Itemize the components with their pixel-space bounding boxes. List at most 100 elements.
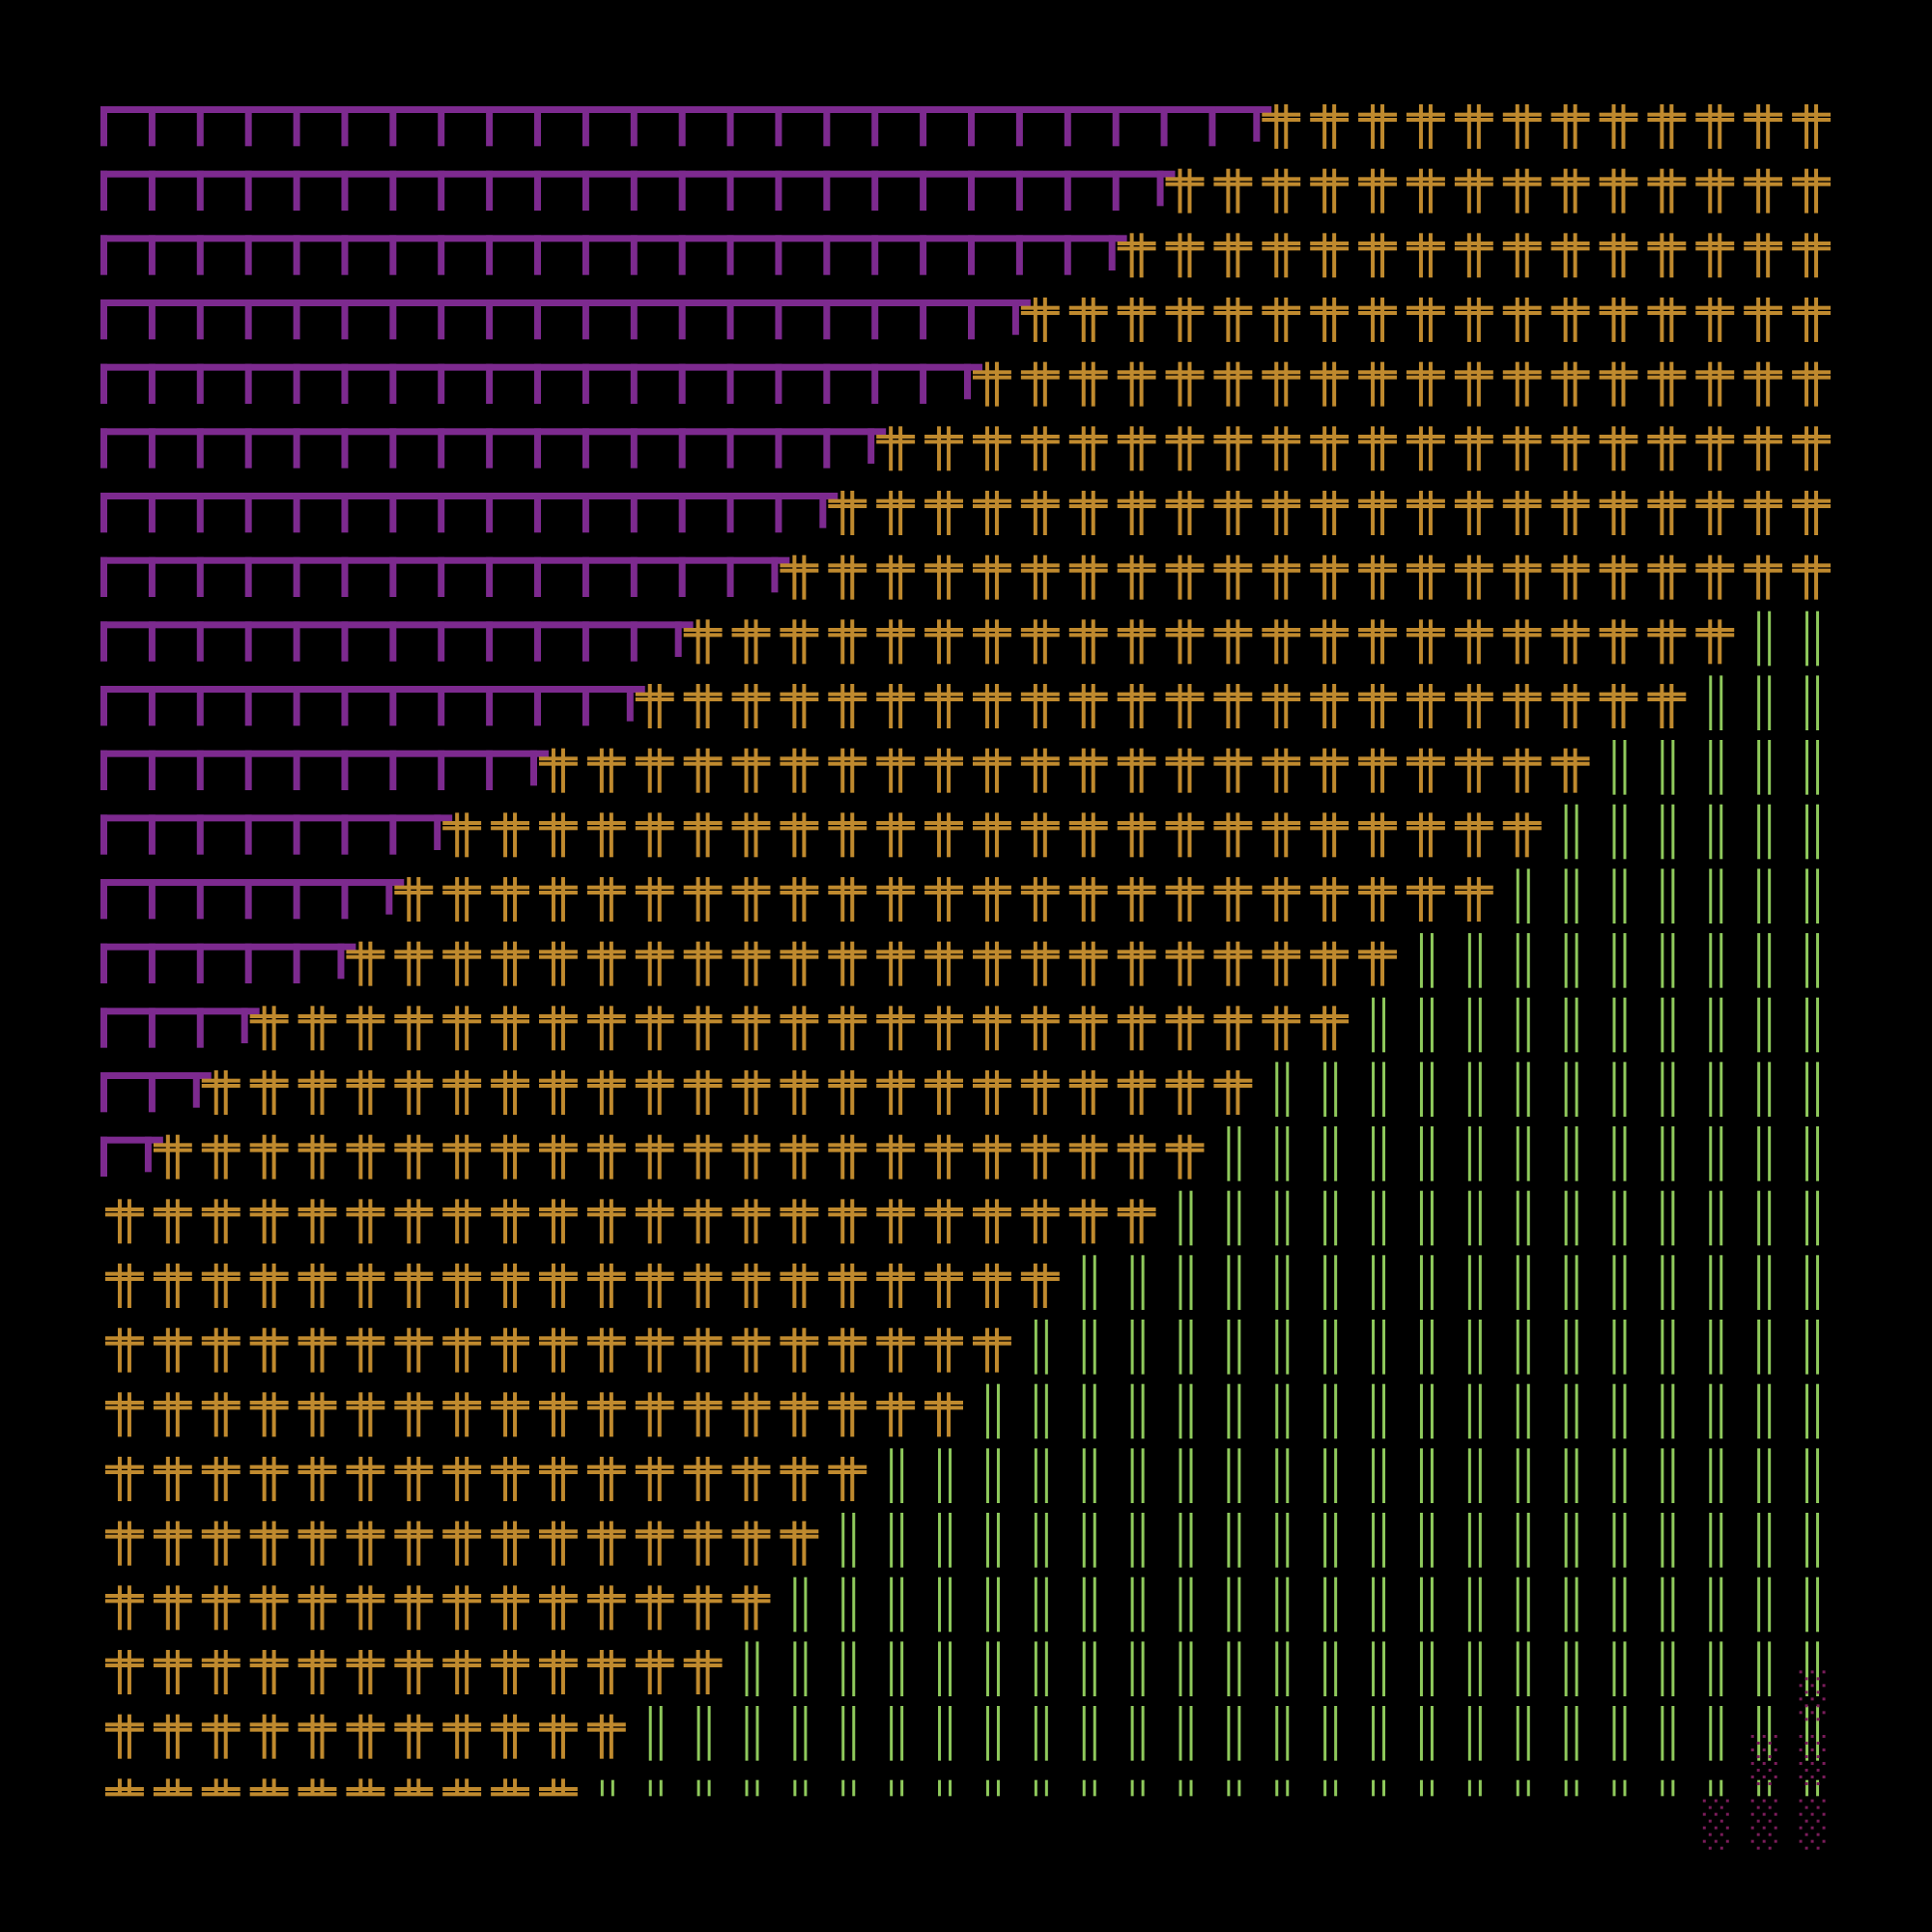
gold-stroke — [358, 1778, 363, 1795]
purple-post — [438, 428, 445, 469]
gold-stroke — [840, 619, 845, 665]
gold-stroke — [1332, 491, 1337, 535]
gold-stroke — [840, 554, 845, 600]
gold-stroke — [1669, 104, 1674, 149]
gold-stroke — [298, 1594, 337, 1598]
gold-stroke — [538, 1464, 578, 1469]
gold-stroke — [513, 877, 518, 922]
purple-row — [100, 235, 1127, 275]
gold-stroke — [1599, 177, 1638, 182]
gold-stroke — [731, 1406, 771, 1410]
gold-stroke — [320, 1070, 325, 1115]
purple-post — [293, 556, 300, 597]
gold-stroke — [1068, 633, 1108, 638]
gold-stroke — [1033, 877, 1037, 922]
gold-stroke — [1236, 298, 1240, 342]
gold-cross — [1695, 426, 1735, 471]
gold-stroke — [635, 1341, 674, 1346]
gold-stroke — [1091, 426, 1095, 471]
gold-stroke — [898, 812, 903, 858]
gold-stroke — [1418, 812, 1423, 858]
gold-cross — [1550, 426, 1590, 471]
gold-stroke — [394, 1464, 434, 1469]
gold-stroke — [1744, 118, 1783, 122]
green-line — [1130, 1255, 1145, 1310]
gold-stroke — [898, 941, 903, 986]
green-stroke — [1478, 1255, 1482, 1310]
green-line — [1564, 1126, 1578, 1181]
gold-stroke — [104, 1406, 144, 1410]
green-stroke — [949, 1641, 952, 1696]
magenta-dot — [1768, 1805, 1772, 1809]
green-line — [1757, 1577, 1772, 1633]
gold-stroke — [442, 885, 482, 890]
gold-stroke — [346, 1529, 385, 1534]
gold-stroke — [696, 812, 700, 858]
gold-stroke — [1804, 491, 1809, 535]
green-line — [1179, 1641, 1193, 1696]
green-stroke — [1093, 1577, 1096, 1633]
gold-stroke — [117, 1520, 122, 1566]
gold-stroke — [1213, 891, 1253, 895]
gold-stroke — [491, 1277, 530, 1281]
green-stroke — [1757, 997, 1761, 1053]
gold-cross — [828, 1327, 867, 1373]
green-line — [1227, 1255, 1241, 1310]
gold-stroke — [1322, 684, 1327, 728]
green-stroke — [1719, 1513, 1723, 1568]
gold-stroke — [780, 692, 819, 696]
green-line — [1757, 933, 1772, 988]
gold-cross — [1744, 104, 1783, 149]
gold-stroke — [731, 1208, 771, 1211]
green-line — [1082, 1779, 1096, 1797]
gold-stroke — [731, 1464, 771, 1469]
gold-stroke — [1358, 498, 1398, 503]
green-stroke — [1768, 611, 1772, 667]
green-stroke — [1768, 868, 1772, 923]
green-stroke — [1227, 1126, 1231, 1181]
gold-cross — [780, 684, 819, 728]
gold-stroke — [924, 954, 964, 959]
gold-stroke — [1669, 491, 1674, 535]
gold-stroke — [1117, 305, 1156, 310]
purple-post — [1015, 170, 1023, 211]
gold-stroke — [1322, 877, 1327, 922]
gold-stroke — [1406, 697, 1445, 701]
green-stroke — [1334, 1383, 1338, 1439]
gold-stroke — [1792, 375, 1832, 380]
gold-stroke — [1129, 1134, 1134, 1179]
gold-stroke — [753, 619, 758, 665]
gold-cross — [683, 684, 723, 728]
gold-stroke — [1020, 1277, 1060, 1281]
green-line — [1612, 1706, 1627, 1761]
green-line — [1516, 1513, 1530, 1568]
purple-post — [100, 106, 107, 147]
gold-cross — [153, 1457, 192, 1501]
gold-stroke — [657, 1006, 662, 1051]
green-line — [1661, 1779, 1675, 1797]
gold-stroke — [1262, 177, 1301, 182]
gold-stroke — [442, 1599, 482, 1604]
gold-stroke — [937, 491, 942, 535]
gold-stroke — [1165, 1148, 1205, 1152]
gold-cross — [298, 1199, 337, 1244]
green-stroke — [1419, 1641, 1423, 1696]
gold-cross — [731, 1134, 771, 1179]
magenta-dot — [1719, 1833, 1723, 1836]
green-line — [1034, 1320, 1048, 1375]
magenta-dot — [1719, 1846, 1723, 1850]
gold-stroke — [1358, 633, 1398, 638]
gold-stroke — [1322, 361, 1327, 407]
gold-cross — [1599, 619, 1638, 665]
gold-stroke — [1284, 1006, 1289, 1051]
gold-stroke — [1226, 941, 1231, 986]
green-stroke — [985, 1383, 989, 1439]
gold-cross — [586, 812, 626, 858]
gold-stroke — [442, 891, 482, 895]
gold-stroke — [972, 1277, 1011, 1281]
green-line — [1805, 1513, 1820, 1568]
gold-stroke — [1165, 182, 1205, 186]
green-line — [1757, 1255, 1772, 1310]
green-stroke — [793, 1779, 797, 1797]
purple-post — [582, 621, 589, 662]
